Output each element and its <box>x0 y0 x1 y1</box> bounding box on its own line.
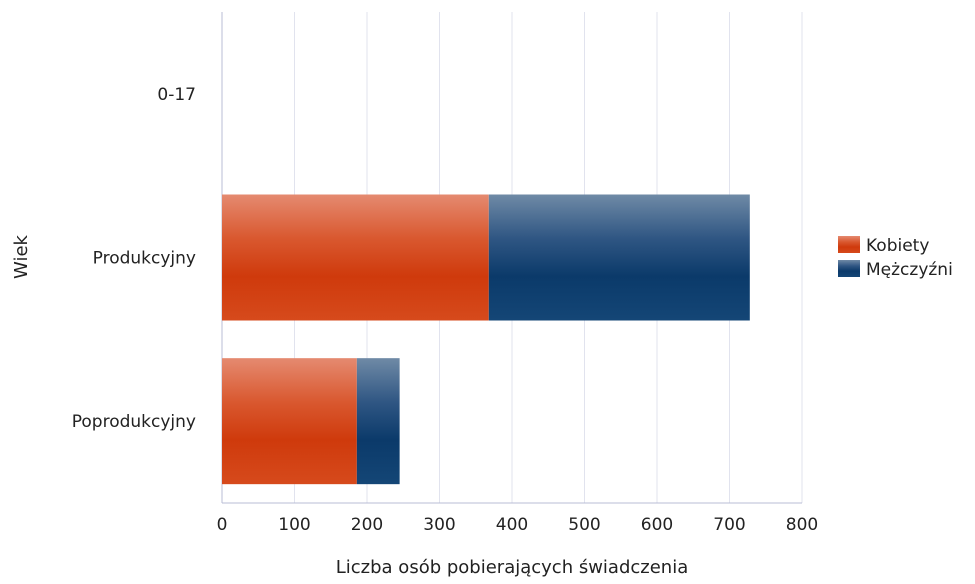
legend-swatch-mezczyzni <box>838 260 860 277</box>
x-tick-label: 600 <box>641 515 673 535</box>
bar-segment <box>222 358 357 485</box>
x-tick-label: 500 <box>568 515 600 535</box>
legend: Kobiety Mężczyźni <box>838 236 953 280</box>
legend-label-kobiety: Kobiety <box>866 236 929 256</box>
x-axis-title: Liczba osób pobierających świadczenia <box>336 557 689 578</box>
x-tick-label: 300 <box>423 515 455 535</box>
x-tick-labels: 0 100 200 300 400 500 600 700 800 <box>217 515 819 535</box>
x-tick-label: 100 <box>278 515 310 535</box>
bar-segment <box>488 194 750 321</box>
category-labels: 0-17 Produkcyjny Poprodukcyjny <box>72 85 196 432</box>
x-tick-label: 700 <box>713 515 745 535</box>
category-label: Produkcyjny <box>93 249 196 269</box>
bars <box>222 194 750 485</box>
bar-segment <box>356 358 400 485</box>
category-label: 0-17 <box>157 85 196 105</box>
y-axis-title: Wiek <box>11 234 32 278</box>
category-label: Poprodukcyjny <box>72 412 196 432</box>
legend-label-mezczyzni: Mężczyźni <box>866 260 953 280</box>
x-tick-label: 800 <box>786 515 818 535</box>
bar-segment <box>222 194 489 321</box>
legend-swatch-kobiety <box>838 236 860 253</box>
x-tick-label: 400 <box>496 515 528 535</box>
x-tick-label: 0 <box>217 515 228 535</box>
x-tick-label: 200 <box>351 515 383 535</box>
